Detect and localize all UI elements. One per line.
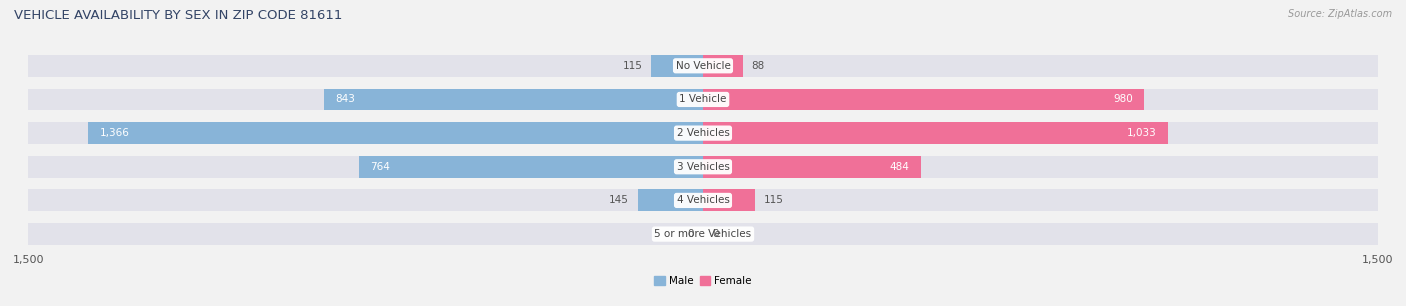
Bar bbox=[28, 55, 1378, 77]
Text: 980: 980 bbox=[1114, 95, 1133, 104]
Bar bbox=[703, 88, 1144, 110]
Bar bbox=[638, 189, 703, 211]
Text: 2 Vehicles: 2 Vehicles bbox=[676, 128, 730, 138]
Text: 4 Vehicles: 4 Vehicles bbox=[676, 196, 730, 205]
Text: 88: 88 bbox=[752, 61, 765, 71]
Text: 0: 0 bbox=[688, 229, 695, 239]
Text: 115: 115 bbox=[763, 196, 783, 205]
Bar bbox=[360, 156, 703, 178]
Text: 5 or more Vehicles: 5 or more Vehicles bbox=[654, 229, 752, 239]
Bar bbox=[89, 122, 703, 144]
Text: 1,033: 1,033 bbox=[1126, 128, 1157, 138]
Bar bbox=[28, 156, 1378, 178]
Bar bbox=[28, 122, 1378, 144]
Text: 843: 843 bbox=[335, 95, 354, 104]
Bar bbox=[703, 122, 1168, 144]
Text: VEHICLE AVAILABILITY BY SEX IN ZIP CODE 81611: VEHICLE AVAILABILITY BY SEX IN ZIP CODE … bbox=[14, 9, 343, 22]
Text: 1 Vehicle: 1 Vehicle bbox=[679, 95, 727, 104]
Bar bbox=[703, 156, 921, 178]
Text: 764: 764 bbox=[371, 162, 391, 172]
Text: 3 Vehicles: 3 Vehicles bbox=[676, 162, 730, 172]
Bar bbox=[703, 189, 755, 211]
Bar bbox=[651, 55, 703, 77]
Text: 0: 0 bbox=[711, 229, 718, 239]
Legend: Male, Female: Male, Female bbox=[650, 272, 756, 290]
Text: Source: ZipAtlas.com: Source: ZipAtlas.com bbox=[1288, 9, 1392, 19]
Text: 145: 145 bbox=[609, 196, 628, 205]
Bar bbox=[28, 223, 1378, 245]
Text: 115: 115 bbox=[623, 61, 643, 71]
Bar bbox=[703, 55, 742, 77]
Text: No Vehicle: No Vehicle bbox=[675, 61, 731, 71]
Bar bbox=[28, 189, 1378, 211]
Bar bbox=[28, 88, 1378, 110]
Text: 1,366: 1,366 bbox=[100, 128, 129, 138]
Bar bbox=[323, 88, 703, 110]
Text: 484: 484 bbox=[890, 162, 910, 172]
